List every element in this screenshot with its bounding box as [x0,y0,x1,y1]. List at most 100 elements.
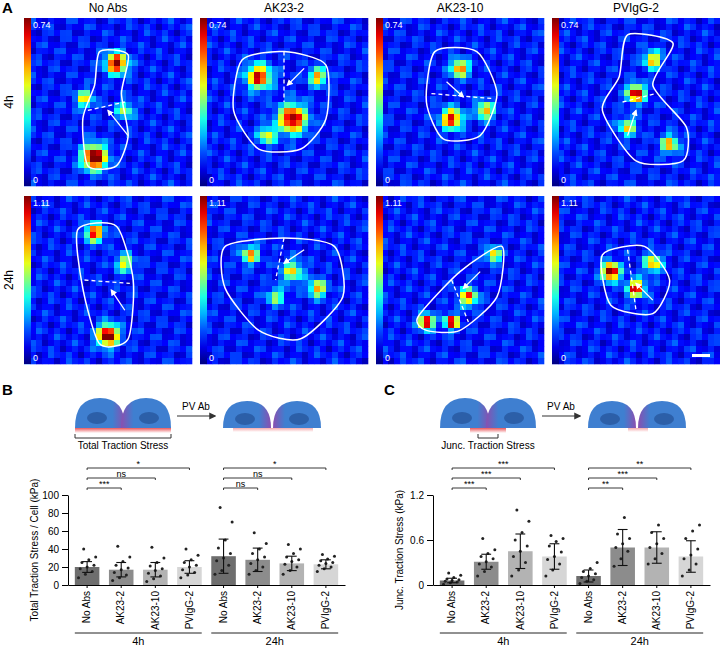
heatmap-pixel [290,66,296,72]
heatmap-pixel [296,78,302,84]
heatmap-pixel [314,174,320,180]
heatmap-pixel [278,36,284,42]
heatmap-pixel [90,156,96,162]
heatmap-pixel [266,162,272,168]
heatmap-pixel [156,84,162,90]
heatmap-pixel [442,96,448,102]
heatmap-pixel [90,144,96,150]
heatmap-pixel [460,18,466,24]
heatmap-pixel [412,36,418,42]
heatmap-pixel [320,144,326,150]
heatmap-pixel [254,90,260,96]
heatmap-pixel [138,180,144,186]
heatmap-pixel [344,36,350,42]
heatmap-pixel [338,162,344,168]
heatmap-pixel [448,48,454,54]
heatmap-pixel [418,66,424,72]
heatmap-pixel [66,78,72,84]
heatmap-pixel [400,168,406,174]
heatmap-pixel [66,108,72,114]
heatmap-pixel [236,174,242,180]
heatmap-pixel [266,36,272,42]
heatmap-pixel [448,24,454,30]
heatmap-pixel [260,108,266,114]
heatmap-pixel [186,132,192,138]
heatmap-pixel [356,144,362,150]
heatmap-pixel [442,18,448,24]
heatmap-pixel [388,132,394,138]
heatmap-pixel [186,66,192,72]
heatmap-pixel [156,66,162,72]
heatmap-pixel [278,114,284,120]
heatmap-pixel [344,90,350,96]
heatmap-pixel [212,150,218,156]
heatmap-pixel [42,78,48,84]
panel-letter: B [2,381,13,398]
heatmap-pixel [108,84,114,90]
heatmap-pixel [412,72,418,78]
heatmap-pixel [132,60,138,66]
heatmap-pixel [126,78,132,84]
heatmap-pixel [36,132,42,138]
heatmap-pixel [108,90,114,96]
heatmap-pixel [242,90,248,96]
heatmap-pixel [418,42,424,48]
heatmap-pixel [162,54,168,60]
heatmap-pixel [308,72,314,78]
heatmap-pixel [424,168,430,174]
heatmap-pixel [272,102,278,108]
heatmap-pixel [48,102,54,108]
heatmap-pixel [320,156,326,162]
heatmap-pixel [114,30,120,36]
heatmap-pixel [314,138,320,144]
heatmap-pixel [144,42,150,48]
heatmap-pixel [162,48,168,54]
heatmap-pixel [302,96,308,102]
heatmap-pixel [126,114,132,120]
heatmap-pixel [254,66,260,72]
heatmap-pixel [350,36,356,42]
heatmap-pixel [338,78,344,84]
heatmap-pixel [218,150,224,156]
heatmap-pixel [174,24,180,30]
heatmap-pixel [320,90,326,96]
heatmap-pixel [388,156,394,162]
heatmap-pixel [418,30,424,36]
heatmap-pixel [412,180,418,186]
heatmap-pixel [212,114,218,120]
heatmap-pixel [162,72,168,78]
heatmap-pixel [284,180,290,186]
heatmap-pixel [400,42,406,48]
heatmap-pixel [248,126,254,132]
heatmap-pixel [218,138,224,144]
heatmap-pixel [230,156,236,162]
heatmap-pixel [406,54,412,60]
heatmap-pixel [162,60,168,66]
heatmap-pixel [272,90,278,96]
heatmap-pixel [412,24,418,30]
heatmap-pixel [290,108,296,114]
heatmap-pixel [284,126,290,132]
heatmap-pixel [180,138,186,144]
heatmap-pixel [48,114,54,120]
heatmap-pixel [102,60,108,66]
heatmap-pixel [418,162,424,168]
heatmap-pixel [144,156,150,162]
heatmap-pixel [84,60,90,66]
heatmap-pixel [248,90,254,96]
heatmap-pixel [356,96,362,102]
heatmap-pixel [406,150,412,156]
heatmap-pixel [460,78,466,84]
heatmap-pixel [48,138,54,144]
heatmap-pixel [66,24,72,30]
heatmap-pixel [114,96,120,102]
heatmap-pixel [114,24,120,30]
heatmap-pixel [400,54,406,60]
heatmap-pixel [436,78,442,84]
heatmap-pixel [356,108,362,114]
heatmap-pixel [454,48,460,54]
heatmap-pixel [150,126,156,132]
heatmap-pixel [302,102,308,108]
heatmap-pixel [186,72,192,78]
heatmap-pixel [388,66,394,72]
